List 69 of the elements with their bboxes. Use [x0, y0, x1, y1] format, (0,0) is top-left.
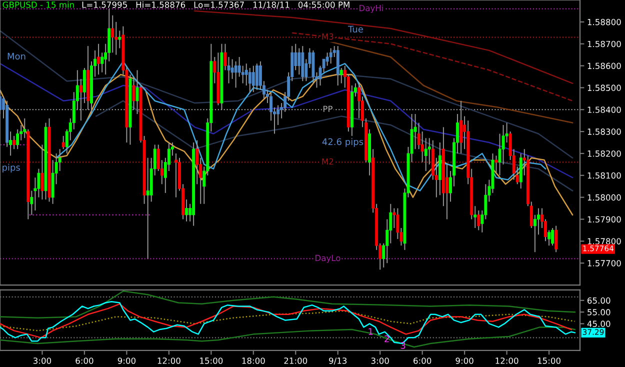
candlestick [477, 210, 480, 231]
x-tick-label: 9:00 [118, 358, 136, 364]
annotation: 1 [368, 328, 373, 335]
x-tick-label: 15:00 [538, 358, 560, 364]
candlestick [329, 48, 332, 64]
candlestick [146, 157, 150, 260]
chart-title: GBPUSD - 15 min [2, 1, 74, 8]
candlestick [40, 144, 44, 200]
candlestick [502, 124, 505, 165]
x-tick-label: 12:00 [158, 358, 180, 364]
candlestick [494, 155, 498, 174]
y-tick-label: 1.57900 [588, 216, 621, 223]
candlestick [97, 43, 100, 76]
y-tick-label: 1.58600 [588, 62, 621, 70]
annotation: 2 [384, 335, 389, 342]
y-tick-label: 65.00 [588, 297, 610, 304]
annotation: 42.6 pips [322, 138, 364, 147]
annotation: Tue [348, 26, 363, 33]
x-tick-label: 9/13 [329, 358, 347, 365]
candlestick [118, 30, 122, 49]
candlestick [551, 228, 554, 246]
candlestick [111, 14, 114, 54]
y-tick-label: 1.58800 [588, 18, 621, 26]
x-tick-label: 15:00 [200, 358, 223, 364]
candlestick [234, 60, 238, 88]
candlestick [554, 225, 558, 253]
ref-line-label: M3 [322, 33, 334, 40]
ref-line-label: DayLo [315, 254, 340, 263]
candlestick [298, 48, 301, 76]
y-tick-label: 1.58500 [588, 84, 621, 91]
candlestick [248, 67, 252, 93]
candlestick [174, 152, 178, 198]
x-tick-label: 6:00 [76, 358, 94, 364]
y-tick-label: 1.58000 [588, 194, 621, 201]
y-tick-label: 1.58300 [588, 128, 621, 135]
candlestick [340, 67, 343, 84]
candlestick [136, 70, 139, 114]
ref-line-label: PP [323, 106, 332, 112]
chart-subtitle: L=1.57995 Hi=1.58876 Lo=1.57367 11/18/11 04:55:00 PM [82, 1, 350, 9]
y-tick-label: 1.58400 [588, 106, 621, 113]
candlestick [16, 128, 20, 150]
x-tick-label: 6:00 [414, 358, 432, 364]
y-tick-label: 1.57800 [588, 238, 621, 244]
y-tick-label: 55.00 [588, 309, 610, 316]
candlestick [460, 100, 463, 154]
candlestick [255, 63, 258, 90]
annotation: 3 [400, 342, 406, 349]
y-tick-label: 1.57700 [588, 260, 621, 266]
candlestick [62, 135, 65, 150]
candlestick [185, 199, 188, 222]
x-tick-label: 12:00 [496, 358, 518, 364]
x-tick-label: 3:00 [34, 358, 52, 364]
candlestick [12, 135, 16, 150]
candlestick [79, 78, 82, 122]
x-tick-label: 18:00 [242, 358, 265, 364]
ref-line-label: M2 [322, 158, 334, 165]
candlestick [326, 52, 329, 66]
x-tick-label: 21:00 [284, 358, 308, 364]
x-tick-label: 3:00 [371, 358, 389, 364]
y-tick-label: 45.00 [587, 320, 610, 327]
y-tick-label: 1.58700 [588, 40, 621, 48]
ref-line-label: DayHi [360, 4, 383, 13]
annotation: Mon [8, 52, 26, 60]
candlestick [252, 65, 255, 93]
candlestick [230, 58, 234, 80]
annotation: pips [2, 164, 20, 173]
y-tick-label: 1.58100 [588, 172, 621, 179]
x-tick-label: 9:00 [456, 358, 474, 364]
y-tick-label: 1.58200 [588, 150, 621, 157]
